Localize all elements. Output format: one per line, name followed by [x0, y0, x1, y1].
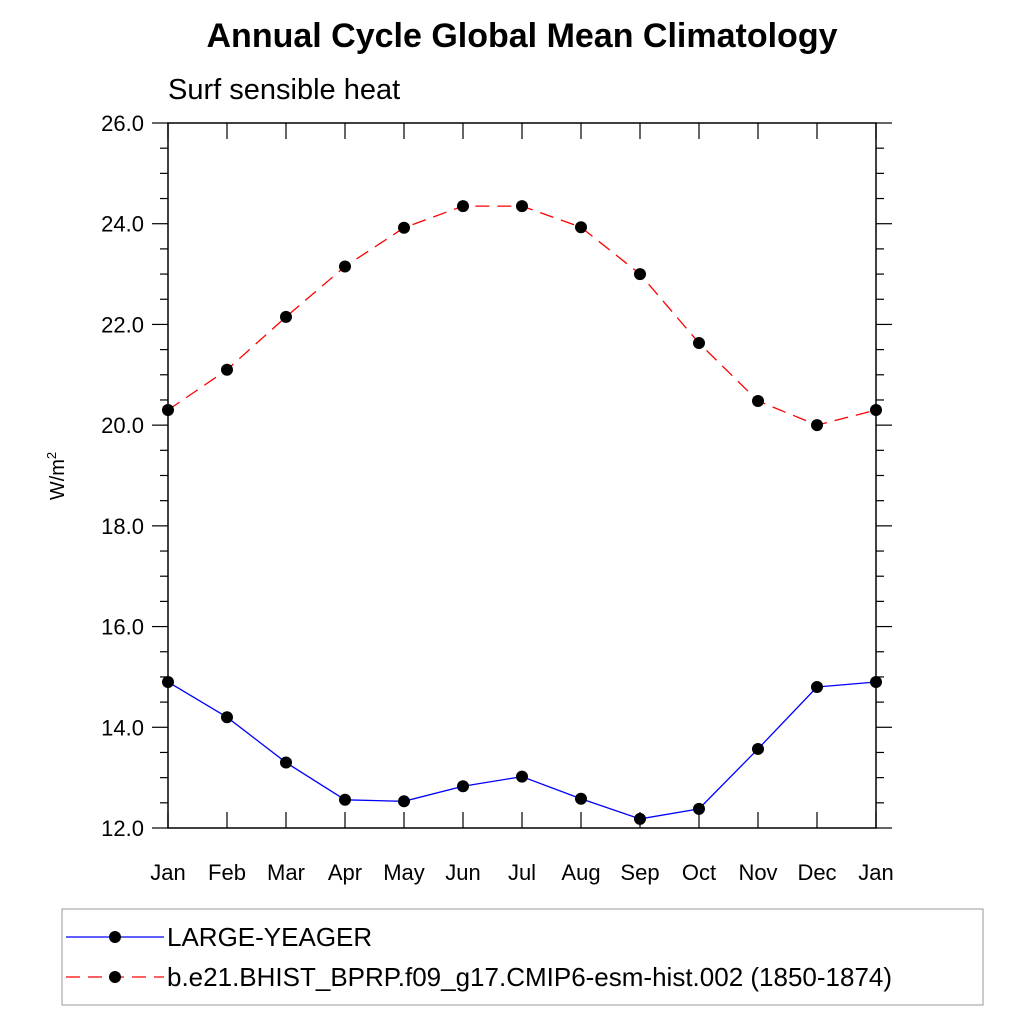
- x-tick-label: Jan: [150, 860, 185, 885]
- x-tick-label: Dec: [797, 860, 836, 885]
- data-point: [339, 793, 351, 806]
- legend-box: [61, 908, 984, 1006]
- x-tick-label: Jun: [445, 860, 480, 885]
- legend-item-1: LARGE-YEAGER: [66, 922, 372, 952]
- x-tick-label: Jul: [508, 860, 536, 885]
- series-line: [167, 681, 877, 820]
- y-tick-label: 12.0: [101, 816, 144, 841]
- x-tick-labels: Jan Feb Mar Apr May Jun Jul Aug Sep Oct Nov Dec Jan: [150, 860, 893, 885]
- legend-marker: [109, 931, 121, 943]
- chart-title: Annual Cycle Global Mean Climatology: [207, 17, 838, 55]
- data-point: [811, 681, 823, 693]
- data-point: [870, 675, 882, 688]
- legend-label: LARGE-YEAGER: [167, 922, 372, 952]
- y-tick-label: 22.0: [101, 312, 144, 337]
- data-point: [398, 795, 410, 808]
- data-point: [162, 675, 174, 688]
- data-point: [516, 770, 528, 783]
- plot-axes: [152, 122, 892, 829]
- data-point: [339, 260, 351, 273]
- data-point: [752, 742, 764, 755]
- legend-marker: [109, 971, 121, 983]
- data-point: [693, 802, 705, 815]
- legend-item-2: b.e21.BHIST_BPRP.f09_g17.CMIP6-esm-hist.…: [66, 962, 892, 992]
- x-tick-label: Oct: [682, 860, 716, 885]
- data-point: [280, 310, 292, 323]
- y-tick-label: 18.0: [101, 514, 144, 539]
- data-point: [516, 200, 528, 213]
- y-tick-label: 16.0: [101, 615, 144, 640]
- data-point: [870, 404, 882, 417]
- series-2: [162, 200, 882, 432]
- data-point: [811, 419, 823, 432]
- data-point: [634, 268, 646, 281]
- data-point: [457, 780, 469, 793]
- legend: LARGE-YEAGER b.e21.BHIST_BPRP.f09_g17.CMI…: [61, 908, 984, 1006]
- data-point: [398, 221, 410, 234]
- data-point: [634, 812, 646, 825]
- y-tick-label: 26.0: [101, 111, 144, 136]
- data-point: [162, 404, 174, 417]
- x-tick-label: Nov: [738, 860, 777, 885]
- data-point: [221, 363, 233, 376]
- y-axis-label: W/m2: [44, 452, 69, 500]
- y-tick-label: 14.0: [101, 715, 144, 740]
- data-point: [280, 756, 292, 769]
- data-point: [693, 337, 705, 350]
- data-point: [752, 394, 764, 407]
- data-point: [221, 711, 233, 724]
- x-tick-label: Sep: [620, 860, 659, 885]
- x-tick-label: May: [383, 860, 425, 885]
- x-tick-label: Aug: [561, 860, 600, 885]
- series-line: [167, 205, 877, 426]
- data-point: [575, 221, 587, 234]
- x-tick-label: Mar: [267, 860, 305, 885]
- chart-series: [162, 200, 882, 825]
- x-tick-label: Jan: [858, 860, 893, 885]
- legend-label: b.e21.BHIST_BPRP.f09_g17.CMIP6-esm-hist.…: [167, 962, 892, 992]
- data-point: [575, 792, 587, 805]
- plot-frame: [167, 122, 877, 829]
- series-1: [162, 675, 882, 825]
- y-tick-label: 20.0: [101, 413, 144, 438]
- chart-subtitle: Surf sensible heat: [168, 74, 400, 106]
- x-tick-label: Apr: [328, 860, 362, 885]
- data-point: [457, 200, 469, 213]
- y-tick-labels: 12.0 14.0 16.0 18.0 20.0 22.0 24.0 26.0: [101, 111, 144, 841]
- y-tick-label: 24.0: [101, 212, 144, 237]
- x-tick-label: Feb: [208, 860, 246, 885]
